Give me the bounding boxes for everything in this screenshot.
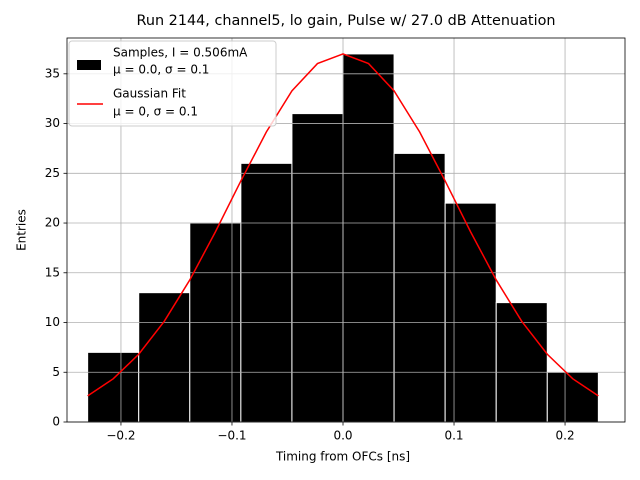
y-tick-label: 15	[45, 265, 60, 279]
fit-line	[87, 53, 599, 397]
bar	[138, 292, 191, 423]
legend-swatch	[77, 60, 101, 70]
x-tick-label: 0.1	[444, 429, 463, 443]
legend-label: μ = 0.0, σ = 0.1	[113, 63, 209, 77]
bar	[393, 152, 446, 423]
y-tick-label: 10	[45, 315, 60, 329]
y-tick-label: 20	[45, 216, 60, 230]
legend-label: Gaussian Fit	[113, 87, 186, 101]
bar	[444, 202, 497, 423]
legend-box	[68, 40, 277, 127]
x-tick-label: 0.0	[333, 429, 352, 443]
legend-label: Samples, I = 0.506mA	[113, 46, 248, 60]
bar	[87, 351, 140, 423]
y-tick-label: 0	[52, 415, 60, 429]
bar	[291, 113, 344, 423]
bar	[342, 53, 395, 423]
chart-title: Run 2144, channel5, lo gain, Pulse w/ 27…	[137, 13, 556, 29]
x-tick-label: 0.2	[556, 429, 575, 443]
x-tick-label: −0.1	[217, 429, 246, 443]
y-tick-label: 25	[45, 166, 60, 180]
y-tick-label: 30	[45, 116, 60, 130]
x-axis-label: Timing from OFCs [ns]	[275, 450, 410, 464]
y-tick-label: 35	[45, 66, 60, 80]
y-axis-label: Entries	[15, 209, 29, 251]
x-tick-label: −0.2	[106, 429, 135, 443]
axes-frame	[66, 37, 626, 423]
y-tick-label: 5	[52, 365, 60, 379]
legend-label: μ = 0, σ = 0.1	[113, 105, 198, 119]
bar	[240, 162, 293, 423]
